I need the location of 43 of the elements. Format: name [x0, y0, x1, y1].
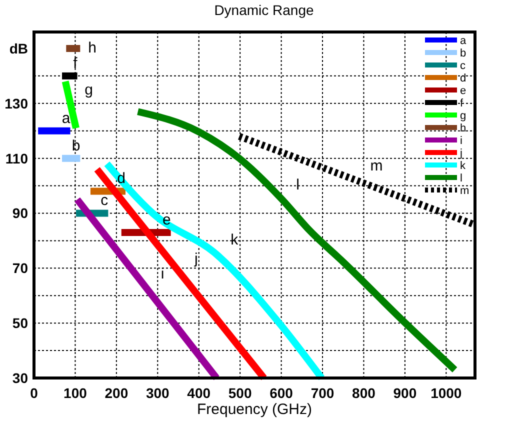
y-tick-label: 30 — [12, 370, 28, 386]
legend-label: k — [460, 160, 466, 172]
text: a — [62, 110, 70, 127]
legend-label: l — [460, 172, 462, 184]
x-tick-label: 600 — [270, 385, 294, 401]
y-tick-label: 130 — [4, 95, 28, 112]
x-tick-label: 1000 — [430, 385, 462, 401]
text: h — [88, 39, 97, 56]
legend-label: m — [460, 185, 470, 197]
x-tick-label: 900 — [393, 385, 417, 401]
y-tick-label: 110 — [5, 150, 28, 166]
legend-label: c — [460, 60, 466, 72]
text: m — [370, 157, 383, 174]
x-tick-label: 700 — [310, 385, 334, 401]
legend-label: j — [459, 148, 462, 160]
text: c — [100, 192, 108, 210]
y-tick-label: 90 — [12, 205, 28, 222]
x-tick-label: 500 — [228, 385, 252, 401]
chart-title: Dynamic Range — [214, 2, 314, 18]
x-tick-label: 800 — [352, 385, 376, 401]
legend-label: a — [460, 35, 467, 47]
legend-label: d — [460, 72, 466, 84]
text: k — [230, 231, 238, 248]
y-axis-title: dB — [9, 40, 28, 56]
legend-label: h — [460, 122, 466, 134]
legend-label: g — [460, 110, 466, 122]
legend-label: i — [460, 135, 462, 147]
legend-label: f — [460, 98, 464, 110]
x-tick-label: 400 — [187, 385, 211, 401]
text: j — [194, 250, 198, 268]
legend-label: e — [460, 85, 466, 97]
x-tick-label: 100 — [64, 385, 88, 401]
text: b — [72, 137, 80, 154]
y-tick-label: 70 — [12, 260, 28, 276]
x-tick-label: 300 — [146, 385, 170, 401]
text: d — [117, 170, 126, 188]
text: l — [296, 176, 300, 194]
y-tick-label: 50 — [12, 315, 28, 332]
legend-label: b — [460, 48, 466, 60]
x-tick-label: 200 — [104, 385, 128, 401]
x-tick-label: 0 — [30, 385, 38, 401]
x-axis-title: Frequency (GHz) — [196, 401, 312, 418]
text: g — [84, 82, 94, 99]
